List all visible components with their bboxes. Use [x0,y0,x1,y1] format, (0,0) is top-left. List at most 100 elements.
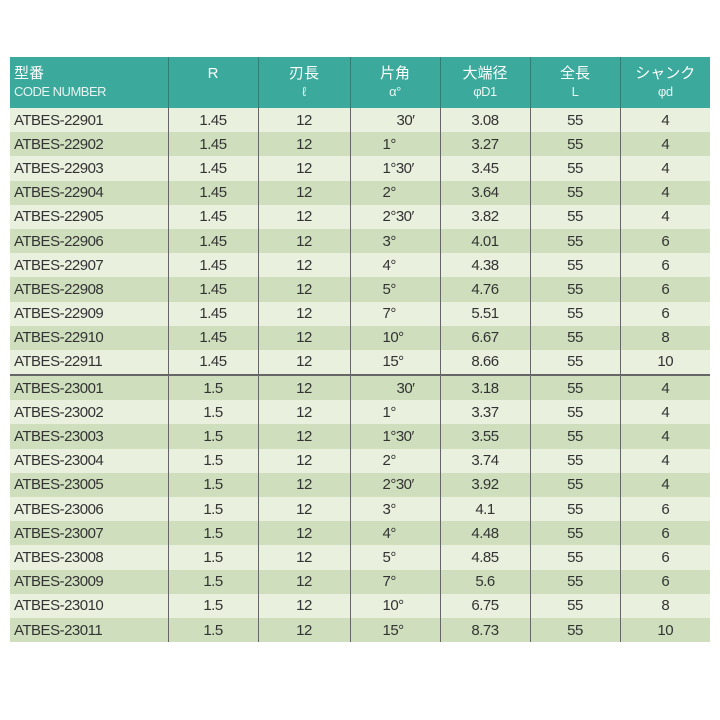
cell-blade-length: 12 [257,156,350,181]
cell-r: 1.5 [167,424,258,449]
cell-code: ATBES-22907 [10,253,168,278]
cell-code: ATBES-23002 [10,400,168,425]
cell-blade-length: 12 [257,424,350,449]
cell-r: 1.5 [167,497,258,522]
cell-large-diameter: 4.85 [439,545,530,570]
table-row: ATBES-22901 1.45 12 30′ 3.08 55 4 [10,108,710,133]
cell-r: 1.45 [167,349,258,376]
cell-code: ATBES-22911 [10,349,168,376]
cell-code: ATBES-23010 [10,593,168,618]
cell-total-length: 55 [529,132,620,157]
cell-shank: 4 [619,156,710,181]
cell-angle: 4° [349,521,440,546]
table-row: ATBES-22904 1.45 12 2° 3.64 55 4 [10,180,710,205]
cell-r: 1.5 [167,521,258,546]
cell-blade-length: 12 [257,204,350,229]
cell-shank: 6 [619,253,710,278]
table-row: ATBES-22902 1.45 12 1° 3.27 55 4 [10,132,710,157]
cell-large-diameter: 5.6 [439,569,530,594]
cell-code: ATBES-23007 [10,521,168,546]
cell-shank: 4 [619,400,710,425]
cell-angle: 2°30′ [349,204,440,229]
cell-total-length: 55 [529,569,620,594]
table-row: ATBES-23010 1.5 12 10° 6.75 55 8 [10,593,710,618]
table-row: ATBES-23007 1.5 12 4° 4.48 55 6 [10,521,710,546]
cell-total-length: 55 [529,424,620,449]
cell-angle: 15° [349,617,440,643]
cell-shank: 10 [619,617,710,643]
cell-code: ATBES-22904 [10,180,168,205]
cell-r: 1.5 [167,593,258,618]
cell-shank: 6 [619,301,710,326]
cell-large-diameter: 3.92 [439,472,530,497]
cell-large-diameter: 4.1 [439,497,530,522]
table-row: ATBES-22906 1.45 12 3° 4.01 55 6 [10,228,710,254]
header-row: 型番 CODE NUMBER R 刃長 ℓ 片角 α° 大端径 φD1 全長 L シャンク… [10,57,710,108]
cell-total-length: 55 [529,349,620,376]
table-row: ATBES-23004 1.5 12 2° 3.74 55 4 [10,448,710,473]
header-label: 型番 [14,64,45,82]
cell-code: ATBES-22905 [10,204,168,229]
spec-table: 型番 CODE NUMBER R 刃長 ℓ 片角 α° 大端径 φD1 全長 L シャンク… [10,57,710,643]
cell-angle: 7° [349,569,440,594]
table-row: ATBES-22905 1.45 12 2°30′ 3.82 55 4 [10,204,710,229]
cell-r: 1.5 [167,569,258,594]
cell-total-length: 55 [529,156,620,181]
cell-angle: 30′ [349,108,440,133]
cell-total-length: 55 [529,253,620,278]
header-sub: CODE NUMBER [14,83,107,99]
cell-r: 1.45 [167,253,258,278]
header-label: 片角 [379,64,410,82]
cell-shank: 8 [619,593,710,618]
cell-blade-length: 12 [257,325,350,350]
cell-angle: 1°30′ [349,156,440,181]
cell-shank: 6 [619,228,710,254]
cell-code: ATBES-22909 [10,301,168,326]
cell-r: 1.5 [167,545,258,570]
cell-total-length: 55 [529,472,620,497]
cell-angle: 2° [349,180,440,205]
cell-angle: 5° [349,545,440,570]
cell-shank: 4 [619,472,710,497]
cell-blade-length: 12 [257,448,350,473]
cell-total-length: 55 [529,521,620,546]
cell-shank: 4 [619,374,710,401]
cell-shank: 8 [619,325,710,350]
header-sub: L [571,83,579,99]
cell-r: 1.5 [167,617,258,643]
cell-large-diameter: 6.67 [439,325,530,350]
cell-shank: 4 [619,424,710,449]
cell-large-diameter: 6.75 [439,593,530,618]
cell-shank: 6 [619,545,710,570]
header-blade-length: 刃長 ℓ [257,57,350,108]
cell-angle: 30′ [349,374,440,401]
cell-total-length: 55 [529,277,620,302]
table-row: ATBES-22911 1.45 12 15° 8.66 55 10 [10,349,710,376]
cell-large-diameter: 3.37 [439,400,530,425]
cell-angle: 2° [349,448,440,473]
cell-code: ATBES-22902 [10,132,168,157]
table-row: ATBES-22909 1.45 12 7° 5.51 55 6 [10,301,710,326]
header-label: 全長 [559,64,590,82]
cell-total-length: 55 [529,108,620,133]
cell-angle: 1° [349,132,440,157]
cell-shank: 4 [619,448,710,473]
cell-shank: 4 [619,204,710,229]
table-row: ATBES-22903 1.45 12 1°30′ 3.45 55 4 [10,156,710,181]
cell-r: 1.45 [167,204,258,229]
header-sub: φD1 [473,83,497,99]
cell-blade-length: 12 [257,569,350,594]
cell-total-length: 55 [529,228,620,254]
header-sub: φd [657,83,673,99]
cell-r: 1.5 [167,374,258,401]
cell-code: ATBES-22901 [10,108,168,133]
cell-angle: 1°30′ [349,424,440,449]
cell-blade-length: 12 [257,301,350,326]
cell-r: 1.45 [167,108,258,133]
cell-large-diameter: 3.08 [439,108,530,133]
table-row: ATBES-23008 1.5 12 5° 4.85 55 6 [10,545,710,570]
cell-total-length: 55 [529,204,620,229]
cell-blade-length: 12 [257,617,350,643]
cell-total-length: 55 [529,497,620,522]
cell-shank: 4 [619,132,710,157]
